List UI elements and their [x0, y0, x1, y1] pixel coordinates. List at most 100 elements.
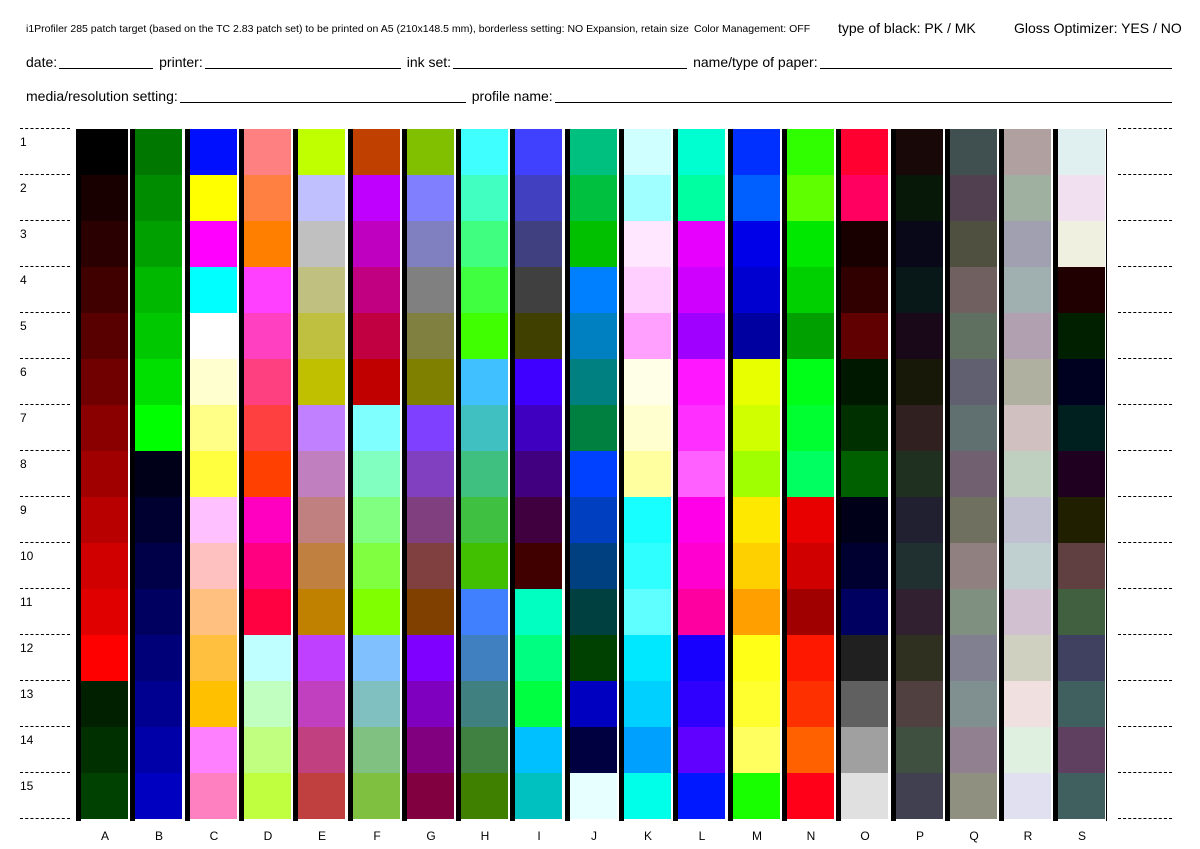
column-label: G: [426, 829, 436, 843]
color-patch: [1058, 727, 1105, 773]
color-patch: [624, 267, 671, 313]
color-patch: [1058, 451, 1105, 497]
black-type-note: type of black: PK / MK: [838, 20, 976, 36]
color-patch: [570, 359, 617, 405]
color-patch: [244, 175, 291, 221]
color-patch: [624, 405, 671, 451]
color-patch: [678, 773, 725, 819]
column-label: B: [154, 829, 163, 843]
color-patch: [407, 635, 454, 681]
row-label: 12: [20, 641, 34, 655]
color-patch: [190, 129, 237, 175]
color-patch: [896, 635, 943, 681]
color-patch: [570, 497, 617, 543]
color-patch: [461, 635, 508, 681]
color-patch: [81, 497, 128, 543]
color-patch: [841, 497, 888, 543]
color-patch: [135, 727, 182, 773]
color-patch: [950, 359, 997, 405]
row-label: 8: [20, 457, 27, 471]
color-patch: [896, 175, 943, 221]
color-patch: [461, 727, 508, 773]
form-row-2: media/resolution setting: profile name:: [26, 88, 1172, 104]
patch-column: [1058, 129, 1105, 819]
color-patch: [298, 635, 345, 681]
color-patch: [1004, 773, 1051, 819]
color-patch: [678, 497, 725, 543]
color-patch: [624, 175, 671, 221]
color-patch: [950, 313, 997, 359]
color-patch: [190, 313, 237, 359]
color-patch: [244, 359, 291, 405]
color-patch: [515, 221, 562, 267]
color-patch: [950, 497, 997, 543]
row-separator: [1118, 680, 1172, 681]
color-patch: [244, 313, 291, 359]
color-patch: [787, 405, 834, 451]
color-patch: [896, 727, 943, 773]
row-separator: [20, 634, 70, 635]
color-patch: [515, 635, 562, 681]
color-patch: [515, 267, 562, 313]
row-separator: [1118, 174, 1172, 175]
color-patch: [1004, 681, 1051, 727]
form-field-blank-line: [554, 88, 1172, 103]
color-patch: [1058, 267, 1105, 313]
column-label: C: [209, 829, 219, 843]
color-patch: [678, 635, 725, 681]
row-label: 9: [20, 503, 27, 517]
color-patch: [407, 221, 454, 267]
color-patch: [678, 543, 725, 589]
color-patch: [950, 405, 997, 451]
row-separator: [20, 542, 70, 543]
color-patch: [298, 589, 345, 635]
color-patch: [244, 497, 291, 543]
color-patch: [135, 313, 182, 359]
color-patch: [1058, 543, 1105, 589]
form-row-1: date: printer: ink set: name/type of paper:: [26, 54, 1172, 70]
form-field: ink set:: [407, 54, 693, 70]
color-patch: [570, 589, 617, 635]
color-patch: [515, 727, 562, 773]
row-separator: [1118, 542, 1172, 543]
color-patch: [950, 773, 997, 819]
column-label: A: [100, 829, 109, 843]
color-patch: [624, 497, 671, 543]
color-patch: [353, 451, 400, 497]
patch-column: [787, 129, 834, 819]
color-patch: [841, 635, 888, 681]
form-field-label: ink set:: [406, 54, 452, 70]
color-patch: [733, 773, 780, 819]
color-patch: [461, 359, 508, 405]
color-patch: [624, 773, 671, 819]
color-patch: [461, 313, 508, 359]
row-separator: [1118, 588, 1172, 589]
color-patch: [896, 267, 943, 313]
color-patch: [1004, 175, 1051, 221]
gloss-optimizer-note: Gloss Optimizer: YES / NO: [1014, 20, 1182, 36]
row-label: 1: [20, 135, 27, 149]
form-field: name/type of paper:: [693, 54, 1172, 70]
color-patch: [787, 635, 834, 681]
color-patch: [190, 773, 237, 819]
color-patch: [787, 681, 834, 727]
column-label: K: [643, 829, 652, 843]
color-patch: [570, 267, 617, 313]
form-field-label: media/resolution setting:: [26, 88, 178, 104]
color-patch: [678, 405, 725, 451]
color-management-note: Color Management: OFF: [694, 23, 811, 35]
color-patch: [624, 313, 671, 359]
patch-column: [244, 129, 291, 819]
color-patch: [81, 727, 128, 773]
color-patch: [733, 497, 780, 543]
color-patch: [190, 221, 237, 267]
color-patch: [298, 727, 345, 773]
color-patch: [515, 313, 562, 359]
color-patch: [353, 727, 400, 773]
color-patch: [81, 635, 128, 681]
color-patch: [896, 451, 943, 497]
color-patch: [1004, 313, 1051, 359]
color-patch: [1004, 451, 1051, 497]
column-label: L: [698, 829, 706, 843]
color-patch: [1004, 129, 1051, 175]
